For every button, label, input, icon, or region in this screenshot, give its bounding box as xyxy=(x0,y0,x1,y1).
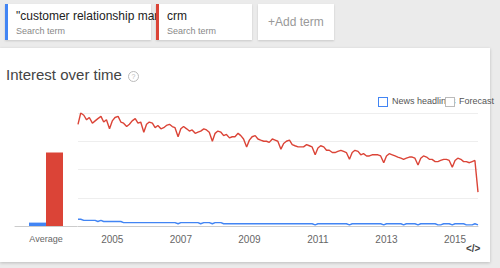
html-text:"customer relationship manag..: "customer relationship manag... xyxy=(16,9,185,23)
html-text:+Add term: +Add term xyxy=(268,15,324,29)
svg-text:2013: 2013 xyxy=(375,234,398,245)
html-text:News headlines Forecast: News headlines Forecast xyxy=(392,96,494,106)
svg-text:2005: 2005 xyxy=(101,234,124,245)
svg-text:Average: Average xyxy=(29,234,62,244)
svg-text:2015: 2015 xyxy=(444,234,467,245)
html-text:Search term: Search term xyxy=(16,26,65,36)
html-text:Interest over time: Interest over time xyxy=(6,66,122,83)
svg-text:2009: 2009 xyxy=(238,234,261,245)
svg-text:2011: 2011 xyxy=(307,234,329,245)
svg-text:2007: 2007 xyxy=(170,234,193,245)
html-text:Search term: Search term xyxy=(167,26,216,36)
html-text:crm: crm xyxy=(167,9,187,23)
